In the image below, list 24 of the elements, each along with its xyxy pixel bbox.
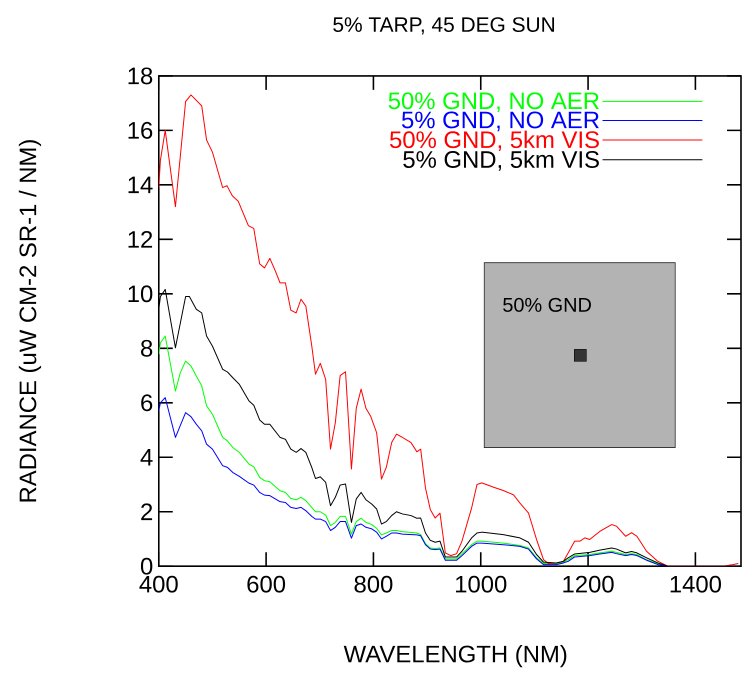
y-tick-label: 14 xyxy=(128,176,153,194)
x-tick-label: 1400 xyxy=(670,576,721,593)
x-tick-label: 600 xyxy=(247,576,286,593)
y-tick-label: 4 xyxy=(140,449,153,466)
y-tick-label: 8 xyxy=(141,340,152,357)
y-tick-label: 2 xyxy=(141,503,152,520)
x-tick-label: 400 xyxy=(139,576,178,593)
x-tick-label: 1200 xyxy=(563,576,614,593)
chart-title: 5% TARP, 45 DEG SUN xyxy=(333,17,554,34)
annotation: 50% GND xyxy=(503,298,591,312)
legend-label: 5% GND, NO AER xyxy=(402,111,599,132)
legend-label: 50% GND, 5km VIS xyxy=(390,130,599,151)
legend-label: 50% GND, NO AER xyxy=(388,92,599,112)
y-axis-title: RADIANCE (uW CM-2 SR-1 / NM) xyxy=(18,140,42,502)
y-tick-label: 6 xyxy=(141,394,152,412)
y-tick-label: 10 xyxy=(128,285,152,302)
y-tick-label: 18 xyxy=(128,67,152,84)
y-tick-label: 0 xyxy=(140,558,152,575)
x-tick-label: 1000 xyxy=(456,576,506,593)
x-axis-title: WAVELENGTH (NM) xyxy=(344,644,566,668)
legend-label: 5% GND, 5km VIS xyxy=(403,150,599,171)
y-tick-label: 16 xyxy=(128,122,152,139)
y-tick-label: 12 xyxy=(128,230,152,248)
x-tick-label: 800 xyxy=(354,576,392,593)
